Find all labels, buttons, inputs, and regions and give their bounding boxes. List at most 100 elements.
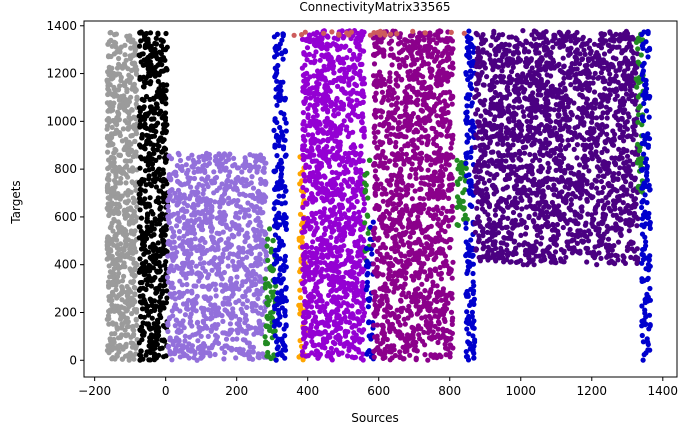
scatter-point bbox=[334, 133, 340, 139]
scatter-point bbox=[130, 220, 136, 226]
scatter-point bbox=[148, 208, 155, 215]
scatter-point bbox=[155, 240, 161, 246]
scatter-point bbox=[111, 216, 117, 222]
scatter-point bbox=[142, 44, 148, 51]
scatter-point bbox=[119, 65, 126, 71]
scatter-point bbox=[153, 41, 159, 47]
scatter-point bbox=[105, 189, 111, 195]
scatter-point bbox=[152, 217, 158, 224]
scatter-point bbox=[141, 36, 147, 42]
scatter-point bbox=[124, 120, 130, 126]
scatter-point bbox=[133, 127, 139, 133]
scatter-point bbox=[334, 235, 340, 241]
scatter-point bbox=[204, 350, 210, 356]
scatter-point bbox=[305, 293, 311, 299]
scatter-point bbox=[334, 95, 340, 102]
scatter-points bbox=[104, 28, 654, 363]
scatter-point bbox=[245, 351, 251, 357]
scatter-point bbox=[249, 282, 255, 289]
scatter-point bbox=[366, 319, 372, 325]
scatter-point bbox=[388, 38, 395, 44]
scatter-point bbox=[207, 296, 213, 302]
scatter-point bbox=[384, 178, 390, 184]
scatter-point bbox=[412, 188, 418, 194]
scatter-point bbox=[206, 272, 212, 278]
scatter-point bbox=[258, 176, 264, 182]
scatter-point bbox=[158, 277, 164, 283]
scatter-point bbox=[353, 82, 360, 89]
scatter-point bbox=[257, 206, 263, 212]
scatter-point bbox=[202, 212, 208, 219]
scatter-point bbox=[301, 320, 307, 326]
scatter-point bbox=[422, 352, 428, 358]
scatter-point bbox=[169, 308, 175, 314]
scatter-point bbox=[282, 313, 288, 319]
scatter-point bbox=[200, 163, 206, 169]
scatter-point bbox=[176, 152, 182, 158]
scatter-point bbox=[313, 324, 320, 330]
scatter-point bbox=[136, 52, 142, 58]
scatter-point bbox=[122, 42, 128, 48]
scatter-point bbox=[156, 49, 163, 55]
scatter-point bbox=[138, 313, 144, 320]
scatter-point bbox=[155, 62, 161, 68]
scatter-point bbox=[124, 231, 130, 238]
scatter-point bbox=[105, 133, 111, 139]
scatter-point bbox=[144, 224, 150, 230]
scatter-point bbox=[332, 138, 338, 144]
scatter-point bbox=[267, 265, 273, 271]
scatter-point bbox=[264, 340, 271, 347]
scatter-point bbox=[272, 54, 278, 60]
scatter-point bbox=[308, 140, 314, 146]
scatter-point bbox=[345, 353, 351, 359]
scatter-point bbox=[282, 184, 288, 190]
scatter-point bbox=[146, 70, 152, 76]
scatter-point bbox=[109, 256, 115, 262]
scatter-point bbox=[263, 180, 269, 186]
scatter-point bbox=[253, 159, 259, 165]
scatter-point bbox=[275, 62, 281, 69]
scatter-point bbox=[128, 74, 134, 80]
scatter-point bbox=[155, 332, 162, 338]
scatter-point bbox=[422, 127, 428, 133]
scatter-point bbox=[222, 284, 228, 290]
scatter-point bbox=[119, 251, 125, 257]
scatter-point bbox=[350, 87, 356, 94]
scatter-point bbox=[151, 307, 158, 313]
scatter-point bbox=[229, 293, 235, 299]
scatter-point bbox=[250, 204, 256, 210]
scatter-point bbox=[442, 308, 448, 314]
scatter-point bbox=[107, 82, 113, 88]
scatter-point bbox=[158, 171, 164, 177]
scatter-point bbox=[208, 228, 215, 234]
scatter-point bbox=[172, 302, 178, 308]
scatter-point bbox=[149, 123, 155, 129]
scatter-point bbox=[164, 67, 170, 73]
scatter-point bbox=[183, 162, 189, 168]
scatter-point bbox=[171, 211, 177, 217]
scatter-point bbox=[162, 282, 168, 288]
scatter-point bbox=[132, 245, 138, 251]
scatter-point bbox=[203, 196, 209, 202]
scatter-point bbox=[155, 248, 161, 254]
scatter-point bbox=[106, 177, 112, 183]
scatter-point bbox=[390, 207, 396, 213]
scatter-point bbox=[151, 351, 158, 357]
scatter-point bbox=[219, 276, 225, 282]
scatter-point bbox=[441, 316, 447, 322]
scatter-point bbox=[209, 323, 216, 329]
scatter-point bbox=[220, 288, 226, 294]
scatter-point bbox=[411, 61, 417, 67]
scatter-point bbox=[125, 198, 132, 204]
scatter-point bbox=[154, 105, 160, 111]
scatter-point bbox=[171, 239, 177, 245]
scatter-point bbox=[148, 283, 154, 289]
scatter-point bbox=[249, 174, 255, 180]
scatter-point bbox=[243, 266, 249, 273]
scatter-point bbox=[356, 42, 362, 49]
scatter-point bbox=[300, 110, 306, 116]
scatter-point bbox=[125, 288, 131, 294]
scatter-point bbox=[167, 266, 173, 272]
scatter-point bbox=[273, 48, 279, 54]
scatter-point bbox=[416, 80, 422, 86]
